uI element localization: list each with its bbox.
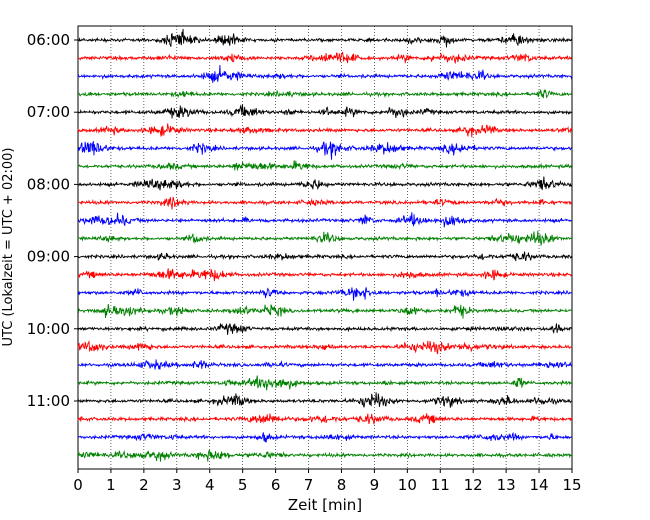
trace-0645 [77,89,573,99]
x-tick-label: 14 [530,476,549,494]
vertical-gridlines [110,26,540,469]
trace-0630 [77,65,573,83]
trace-0815 [77,196,573,210]
y-tick-label: 07:00 [27,103,70,121]
x-axis-label: Zeit [min] [288,496,362,514]
x-tick-label: 3 [172,476,182,494]
trace-0745 [77,160,573,171]
x-tick-label: 15 [562,476,581,494]
y-tick-label: 09:00 [27,248,70,266]
trace-0915 [77,268,573,282]
trace-0715 [77,123,573,138]
plot-area-frame [77,25,573,470]
y-tick-label: 11:00 [27,392,70,410]
x-axis-ticks: 0 1 2 3 4 5 6 7 8 9 10 11 12 13 14 15 [73,469,582,494]
trace-1130 [77,431,573,443]
trace-1145 [77,449,573,462]
y-axis-label: UTC (Lokalzeit = UTC + 02:00) [1,148,16,347]
trace-0700 [77,104,573,119]
y-tick-label: 06:00 [27,31,70,49]
x-tick-label: 7 [304,476,314,494]
x-tick-label: 2 [139,476,149,494]
x-tick-label: 11 [431,476,450,494]
trace-1030 [77,359,573,370]
trace-1100 [77,392,573,408]
trace-0600 [77,28,573,48]
x-tick-label: 1 [106,476,116,494]
trace-0800 [77,176,573,191]
trace-1045 [77,375,573,391]
trace-0900 [77,251,573,262]
trace-0930 [77,287,573,301]
trace-0830 [77,212,573,228]
x-tick-label: 12 [464,476,483,494]
y-tick-label: 10:00 [27,320,70,338]
x-tick-label: 13 [497,476,516,494]
seismogram-traces [77,28,573,462]
trace-0845 [77,230,573,246]
x-tick-label: 4 [205,476,215,494]
trace-0730 [77,141,573,160]
trace-0945 [77,303,573,319]
x-tick-label: 6 [271,476,281,494]
trace-1000 [77,323,573,335]
x-tick-label: 8 [337,476,347,494]
x-tick-label: 5 [238,476,248,494]
x-tick-label: 10 [398,476,417,494]
trace-0615 [77,51,573,65]
trace-1015 [77,339,573,355]
y-tick-label: 08:00 [27,175,70,193]
x-tick-label: 0 [73,476,83,494]
trace-1115 [77,413,573,425]
y-axis-ticks: 06:00 07:00 08:00 09:00 10:00 11:00 [27,31,78,410]
x-tick-label: 9 [370,476,380,494]
